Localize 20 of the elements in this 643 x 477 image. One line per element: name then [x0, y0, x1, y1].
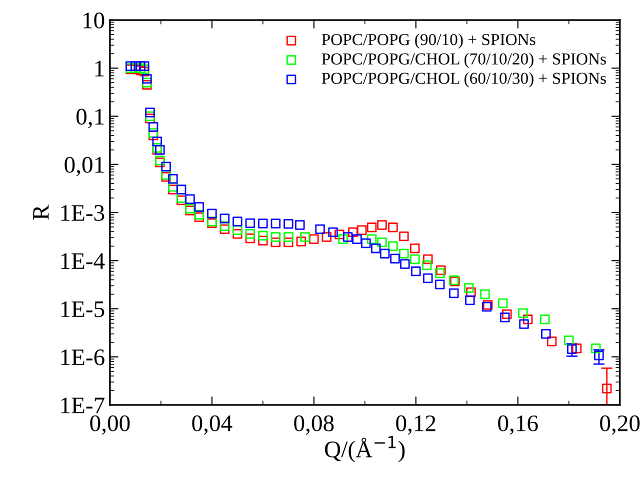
x-tick-label: 0,00 — [90, 415, 130, 435]
y-tick-label: 1E-6 — [61, 349, 104, 366]
y-tick-label: 0,01 — [64, 156, 104, 176]
y-tick-label: 1E-4 — [61, 253, 105, 269]
legend-label: POPC/POPG (90/10) + SPIONs — [322, 33, 536, 49]
x-tick-label: 0,16 — [498, 415, 538, 435]
x-tick-label: 0,12 — [396, 415, 436, 435]
legend-label: POPC/POPG/CHOL (70/10/20) + SPIONs — [322, 52, 606, 68]
x-tick-label: 0,20 — [600, 415, 640, 435]
y-tick-label: 1E-5 — [61, 301, 104, 318]
y-tick-label: 10 — [84, 12, 104, 28]
y-tick-label: 1E-3 — [61, 205, 104, 221]
legend-label: POPC/POPG/CHOL (60/10/30) + SPIONs — [322, 72, 606, 88]
y-tick-label: 1 — [95, 60, 104, 76]
y-axis-title: R — [33, 204, 49, 220]
x-tick-label: 0,04 — [192, 415, 232, 435]
x-axis-title: Q/(Å$^{−1}$) — [325, 436, 405, 462]
y-tick-label: 1E-7 — [61, 398, 104, 414]
y-tick-label: 0,1 — [76, 108, 104, 128]
x-tick-label: 0,08 — [294, 415, 334, 435]
